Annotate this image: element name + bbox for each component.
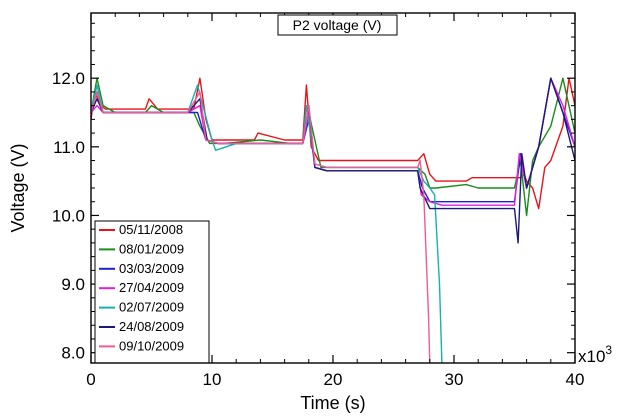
x-tick-label: 30 [445,370,464,389]
y-tick-label: 10.0 [52,206,85,225]
legend-label: 24/08/2009 [119,319,184,334]
series-layer [91,77,575,363]
legend: 05/11/2008 08/01/2009 03/03/2009 27/04/2009… [94,220,210,364]
series-line-3 [91,77,575,203]
y-tick-label: 9.0 [61,275,85,294]
chart-title: P2 voltage (V) [293,17,382,33]
legend-box [94,220,210,364]
x-tick-label: 20 [324,370,343,389]
series-line-4 [91,77,575,206]
title-box [277,14,398,36]
y-tick-label: 8.0 [61,344,85,363]
legend-label: 03/03/2009 [119,261,184,276]
series-line-7 [91,91,431,363]
x-tick-label: 0 [86,370,95,389]
x-axis: 0 10 20 30 40 [86,13,584,389]
y-tick-label: 11.0 [53,138,85,157]
x-multiplier-label: x103 [578,343,612,366]
legend-label: 08/01/2009 [119,241,184,256]
y-axis: 8.0 9.0 10.0 11.0 12.0 [52,22,575,363]
x-axis-label: Time (s) [300,393,365,413]
legend-label: 02/07/2009 [119,300,184,315]
legend-label: 27/04/2009 [119,280,184,295]
series-line-1 [91,77,575,210]
x-tick-label: 40 [566,370,585,389]
legend-label: 05/11/2008 [119,222,183,237]
x-tick-label: 10 [203,370,222,389]
y-axis-label: Voltage (V) [8,143,28,232]
y-tick-label: 12.0 [52,69,85,88]
legend-label: 09/10/2009 [119,338,184,353]
series-line-2 [91,77,575,217]
